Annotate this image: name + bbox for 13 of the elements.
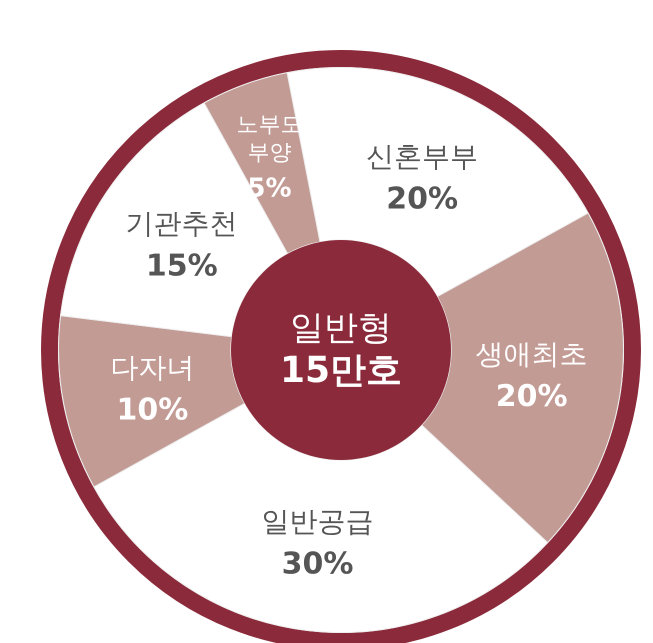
slice-label: 신혼부부 [366, 140, 478, 174]
slice-label: 다자녀 [110, 350, 194, 384]
slice-label: 일반공급 [262, 504, 374, 538]
slice-label: 생애최초 [476, 338, 588, 371]
text: 일반형 [290, 307, 392, 349]
text: 15만호 [280, 349, 402, 393]
slice-label: 기관추천 [126, 206, 238, 240]
data-label: 5% [247, 173, 292, 204]
data-label: 30% [282, 546, 354, 582]
data-label: 15% [146, 248, 218, 284]
data-label: 20% [496, 379, 568, 414]
data-label: 20% [386, 182, 458, 217]
data-label: 10% [116, 392, 188, 428]
